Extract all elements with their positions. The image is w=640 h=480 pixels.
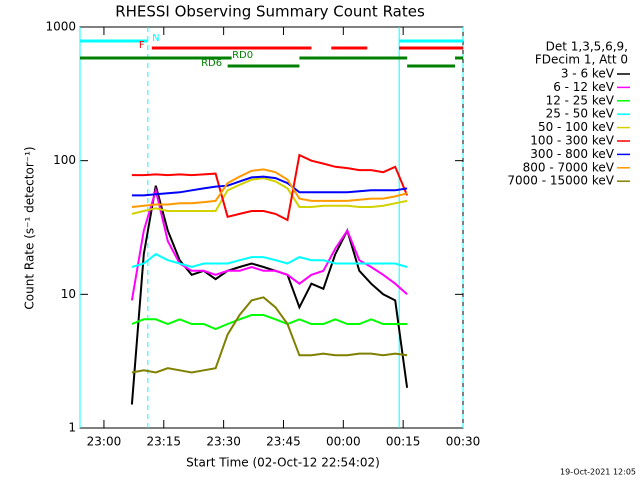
x-tick-label: 23:00 <box>87 435 122 449</box>
x-axis-label: Start Time (02-Oct-12 22:54:02) <box>186 456 380 470</box>
x-tick-label: 00:00 <box>326 435 361 449</box>
legend-label: 800 - 7000 keV <box>523 160 615 174</box>
x-tick-label: 00:15 <box>386 435 421 449</box>
chart-title: RHESSI Observing Summary Count Rates <box>115 3 425 21</box>
x-tick-label: 00:30 <box>446 435 481 449</box>
legend-title: Det 1,3,5,6,9, <box>546 40 628 54</box>
series-line <box>131 296 408 374</box>
legend-label: 25 - 50 keV <box>546 107 615 121</box>
y-axis-label: Count Rate (s⁻¹ detector⁻¹) <box>23 146 37 309</box>
series-line <box>130 185 409 405</box>
legend-label: 300 - 800 keV <box>530 147 614 161</box>
x-tick-label: 23:45 <box>266 435 301 449</box>
legend-label: 6 - 12 keV <box>553 80 615 94</box>
x-tick-label: 23:15 <box>146 435 181 449</box>
x-tick-label: 23:30 <box>206 435 241 449</box>
series-line <box>131 153 409 222</box>
y-tick-label: 100 <box>53 153 76 167</box>
series-line <box>131 168 408 208</box>
legend-title: FDecim 1, Att 0 <box>535 53 628 67</box>
legend-label: 50 - 100 keV <box>538 120 615 134</box>
flag-label: N <box>152 33 159 44</box>
series-line <box>131 252 408 269</box>
legend-label: 12 - 25 keV <box>546 93 615 107</box>
legend-label: 3 - 6 keV <box>561 67 615 81</box>
legend-label: 100 - 300 keV <box>530 134 614 148</box>
y-tick-label: 1000 <box>45 20 76 34</box>
flag-label: RD0 <box>232 50 253 61</box>
flag-label: F <box>139 40 145 51</box>
legend-label: 7000 - 15000 keV <box>507 174 614 188</box>
series-line <box>131 177 408 215</box>
footer: 19-Oct-2021 12:05 <box>560 468 636 477</box>
series-line <box>131 175 408 197</box>
y-tick-label: 1 <box>68 421 76 435</box>
series-line <box>130 186 408 301</box>
flag-label: RD6 <box>201 58 222 69</box>
series-line <box>131 314 408 331</box>
y-tick-label: 10 <box>61 287 76 301</box>
